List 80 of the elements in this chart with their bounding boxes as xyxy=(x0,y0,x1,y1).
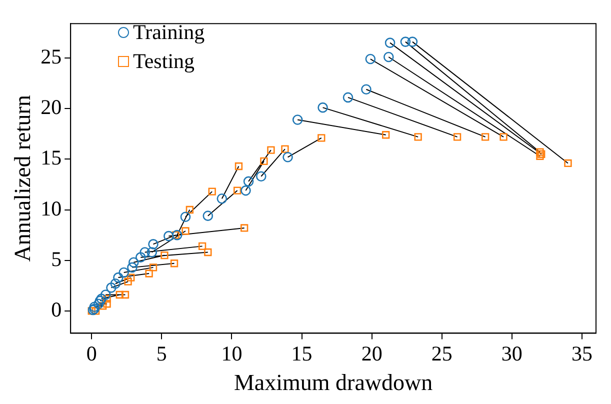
point xyxy=(172,230,182,240)
point xyxy=(453,133,462,141)
point xyxy=(282,152,293,162)
point xyxy=(414,133,422,141)
y-tick-label: 0 xyxy=(51,297,62,322)
point xyxy=(186,206,194,214)
x-tick-label: 25 xyxy=(431,341,452,366)
point xyxy=(204,248,212,256)
point xyxy=(281,145,289,153)
point xyxy=(407,36,418,47)
point xyxy=(180,212,191,222)
x-tick-label: 35 xyxy=(571,341,592,366)
point xyxy=(361,84,372,95)
point xyxy=(267,146,275,154)
point xyxy=(536,148,544,156)
point xyxy=(233,186,242,194)
x-tick-label: 20 xyxy=(361,341,382,366)
point xyxy=(93,298,104,310)
y-tick-label: 5 xyxy=(51,246,62,271)
point xyxy=(481,133,490,141)
point xyxy=(160,251,168,260)
point xyxy=(121,290,130,299)
x-tick-label: 10 xyxy=(221,341,242,366)
y-axis-title: Annualized return xyxy=(10,94,35,262)
point xyxy=(170,260,178,268)
point xyxy=(292,114,303,125)
point xyxy=(240,224,248,232)
point xyxy=(234,162,243,170)
point xyxy=(500,133,508,141)
y-tick-label: 25 xyxy=(40,44,62,69)
point xyxy=(256,171,266,182)
x-axis-title: Maximum drawdown xyxy=(234,370,434,396)
legend-label: Training xyxy=(133,19,205,46)
point xyxy=(136,252,146,262)
point xyxy=(342,92,354,103)
point xyxy=(106,282,116,293)
x-tick-label: 5 xyxy=(156,341,167,366)
point xyxy=(400,36,411,47)
point xyxy=(149,264,158,272)
legend-label: Testing xyxy=(133,48,195,75)
point xyxy=(172,231,180,239)
x-tick-label: 0 xyxy=(86,341,97,366)
x-tick-label: 30 xyxy=(501,341,522,366)
y-tick-label: 20 xyxy=(40,95,62,120)
point xyxy=(118,267,129,278)
point xyxy=(127,262,138,273)
point xyxy=(113,272,124,283)
y-tick-label: 15 xyxy=(40,146,62,170)
point xyxy=(564,159,572,168)
y-tick-label: 10 xyxy=(40,196,62,220)
point xyxy=(202,210,214,221)
x-tick-label: 15 xyxy=(291,341,312,366)
point xyxy=(318,134,326,142)
point xyxy=(216,193,228,204)
point xyxy=(98,302,107,310)
point xyxy=(240,185,251,196)
point xyxy=(365,54,376,64)
point xyxy=(127,274,135,282)
point xyxy=(382,131,390,139)
point xyxy=(318,102,328,113)
point xyxy=(260,157,268,166)
point xyxy=(100,290,111,300)
point xyxy=(208,188,216,196)
point xyxy=(128,257,139,268)
point xyxy=(110,278,121,289)
point xyxy=(198,242,206,250)
point xyxy=(164,230,174,242)
point xyxy=(116,290,124,299)
point xyxy=(124,278,132,286)
point xyxy=(140,247,150,258)
point xyxy=(383,52,394,62)
point xyxy=(536,152,544,160)
point xyxy=(103,300,111,308)
point xyxy=(145,270,153,278)
point xyxy=(148,239,158,250)
point xyxy=(182,227,190,235)
point xyxy=(243,176,254,187)
point xyxy=(384,38,396,48)
point xyxy=(146,247,158,258)
point xyxy=(538,150,546,158)
